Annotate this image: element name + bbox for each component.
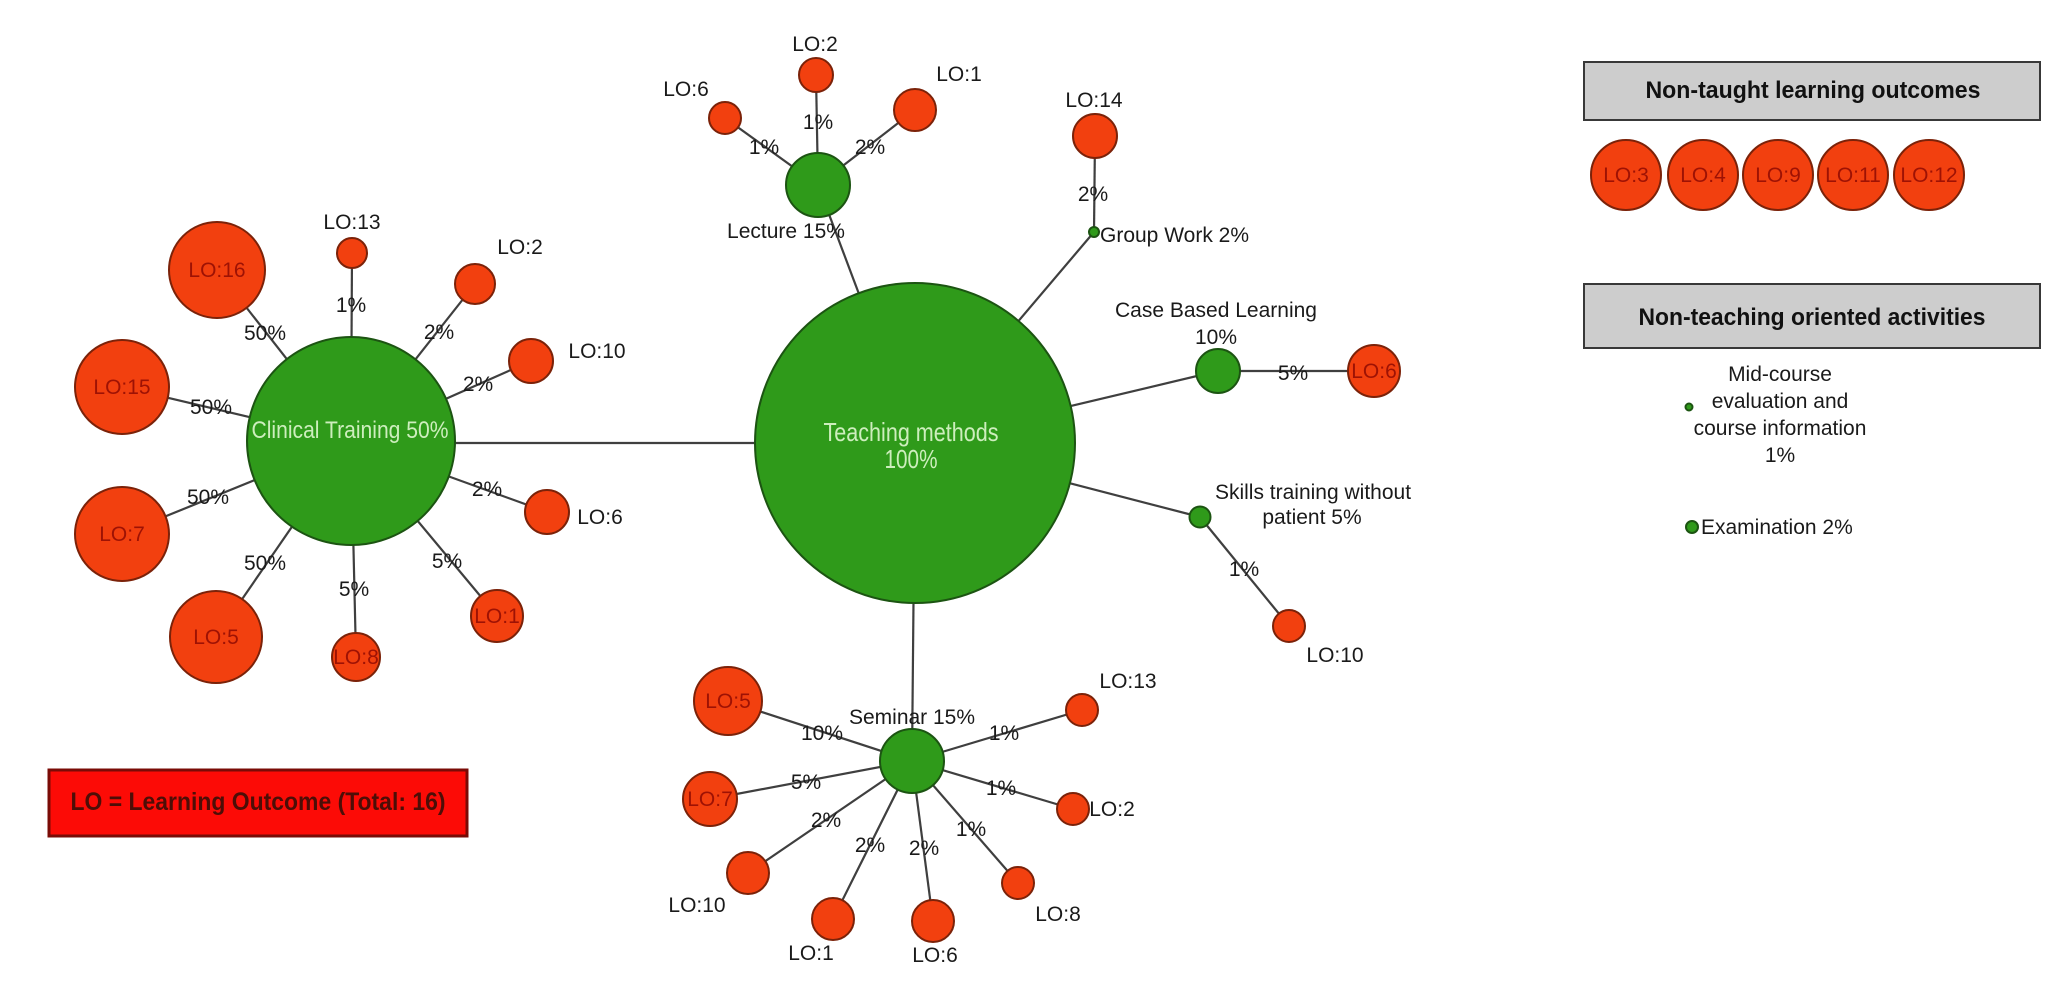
svg-text:LO = Learning Outcome (Total:: LO = Learning Outcome (Total: 16) bbox=[71, 788, 446, 816]
svg-text:1%: 1% bbox=[336, 294, 366, 317]
svg-text:2%: 2% bbox=[855, 136, 885, 159]
svg-text:5%: 5% bbox=[791, 771, 821, 794]
svg-text:50%: 50% bbox=[190, 396, 232, 419]
svg-text:LO:2: LO:2 bbox=[792, 33, 838, 56]
svg-text:LO:10: LO:10 bbox=[568, 340, 625, 363]
svg-text:10%: 10% bbox=[801, 722, 843, 745]
svg-text:LO:7: LO:7 bbox=[687, 788, 733, 811]
svg-text:LO:1: LO:1 bbox=[936, 63, 982, 86]
svg-text:1%: 1% bbox=[1765, 444, 1795, 467]
svg-text:LO:13: LO:13 bbox=[323, 211, 380, 234]
svg-text:LO:11: LO:11 bbox=[1825, 164, 1881, 187]
svg-text:LO:13: LO:13 bbox=[1099, 670, 1156, 693]
svg-text:LO:6: LO:6 bbox=[912, 944, 958, 967]
svg-text:LO:1: LO:1 bbox=[788, 942, 834, 965]
svg-text:LO:6: LO:6 bbox=[577, 506, 623, 529]
svg-text:5%: 5% bbox=[432, 550, 462, 573]
svg-text:LO:8: LO:8 bbox=[333, 646, 379, 669]
svg-text:1%: 1% bbox=[1229, 558, 1259, 581]
svg-text:1%: 1% bbox=[956, 818, 986, 841]
svg-text:LO:10: LO:10 bbox=[668, 894, 725, 917]
svg-text:50%: 50% bbox=[244, 322, 286, 345]
svg-text:LO:7: LO:7 bbox=[99, 523, 145, 546]
svg-text:evaluation and: evaluation and bbox=[1712, 390, 1849, 413]
svg-text:2%: 2% bbox=[472, 478, 502, 501]
svg-text:LO:8: LO:8 bbox=[1035, 903, 1081, 926]
svg-text:50%: 50% bbox=[187, 486, 229, 509]
svg-text:2%: 2% bbox=[1078, 183, 1108, 206]
svg-text:2%: 2% bbox=[463, 373, 493, 396]
svg-text:Seminar 15%: Seminar 15% bbox=[849, 706, 975, 729]
svg-text:5%: 5% bbox=[1278, 362, 1308, 385]
svg-text:LO:1: LO:1 bbox=[474, 605, 520, 628]
svg-text:Skills training without: Skills training without bbox=[1215, 481, 1411, 504]
svg-text:LO:6: LO:6 bbox=[1351, 360, 1397, 383]
svg-text:Mid-course: Mid-course bbox=[1728, 363, 1832, 386]
svg-text:LO:12: LO:12 bbox=[1900, 164, 1957, 187]
svg-text:LO:16: LO:16 bbox=[188, 259, 245, 282]
svg-text:5%: 5% bbox=[339, 578, 369, 601]
svg-text:LO:2: LO:2 bbox=[1089, 798, 1135, 821]
svg-text:course information: course information bbox=[1694, 417, 1867, 440]
svg-text:LO:10: LO:10 bbox=[1306, 644, 1363, 667]
svg-text:Lecture 15%: Lecture 15% bbox=[727, 220, 845, 243]
svg-text:1%: 1% bbox=[749, 136, 779, 159]
svg-text:LO:2: LO:2 bbox=[497, 236, 543, 259]
svg-text:Non-taught learning outcomes: Non-taught learning outcomes bbox=[1646, 77, 1981, 104]
svg-text:2%: 2% bbox=[424, 321, 454, 344]
svg-text:LO:15: LO:15 bbox=[93, 376, 150, 399]
svg-text:1%: 1% bbox=[803, 111, 833, 134]
svg-text:2%: 2% bbox=[855, 834, 885, 857]
svg-text:2%: 2% bbox=[909, 837, 939, 860]
svg-text:LO:9: LO:9 bbox=[1755, 164, 1801, 187]
svg-text:100%: 100% bbox=[885, 444, 938, 474]
svg-text:Case Based Learning: Case Based Learning bbox=[1115, 299, 1317, 322]
svg-text:patient 5%: patient 5% bbox=[1262, 506, 1361, 529]
svg-text:10%: 10% bbox=[1195, 326, 1237, 349]
svg-text:50%: 50% bbox=[244, 552, 286, 575]
svg-text:1%: 1% bbox=[989, 722, 1019, 745]
svg-text:LO:3: LO:3 bbox=[1603, 164, 1649, 187]
svg-text:Clinical Training 50%: Clinical Training 50% bbox=[252, 417, 449, 444]
svg-text:Examination 2%: Examination 2% bbox=[1701, 516, 1853, 539]
svg-text:LO:4: LO:4 bbox=[1680, 164, 1726, 187]
svg-text:Group Work 2%: Group Work 2% bbox=[1100, 224, 1249, 247]
svg-text:LO:5: LO:5 bbox=[705, 690, 751, 713]
svg-text:Teaching methods: Teaching methods bbox=[824, 417, 999, 447]
svg-text:LO:6: LO:6 bbox=[663, 78, 709, 101]
svg-text:LO:14: LO:14 bbox=[1065, 89, 1123, 112]
svg-text:Non-teaching oriented activiti: Non-teaching oriented activities bbox=[1639, 304, 1986, 331]
svg-text:1%: 1% bbox=[986, 777, 1016, 800]
svg-text:2%: 2% bbox=[811, 809, 841, 832]
svg-text:LO:5: LO:5 bbox=[193, 626, 239, 649]
